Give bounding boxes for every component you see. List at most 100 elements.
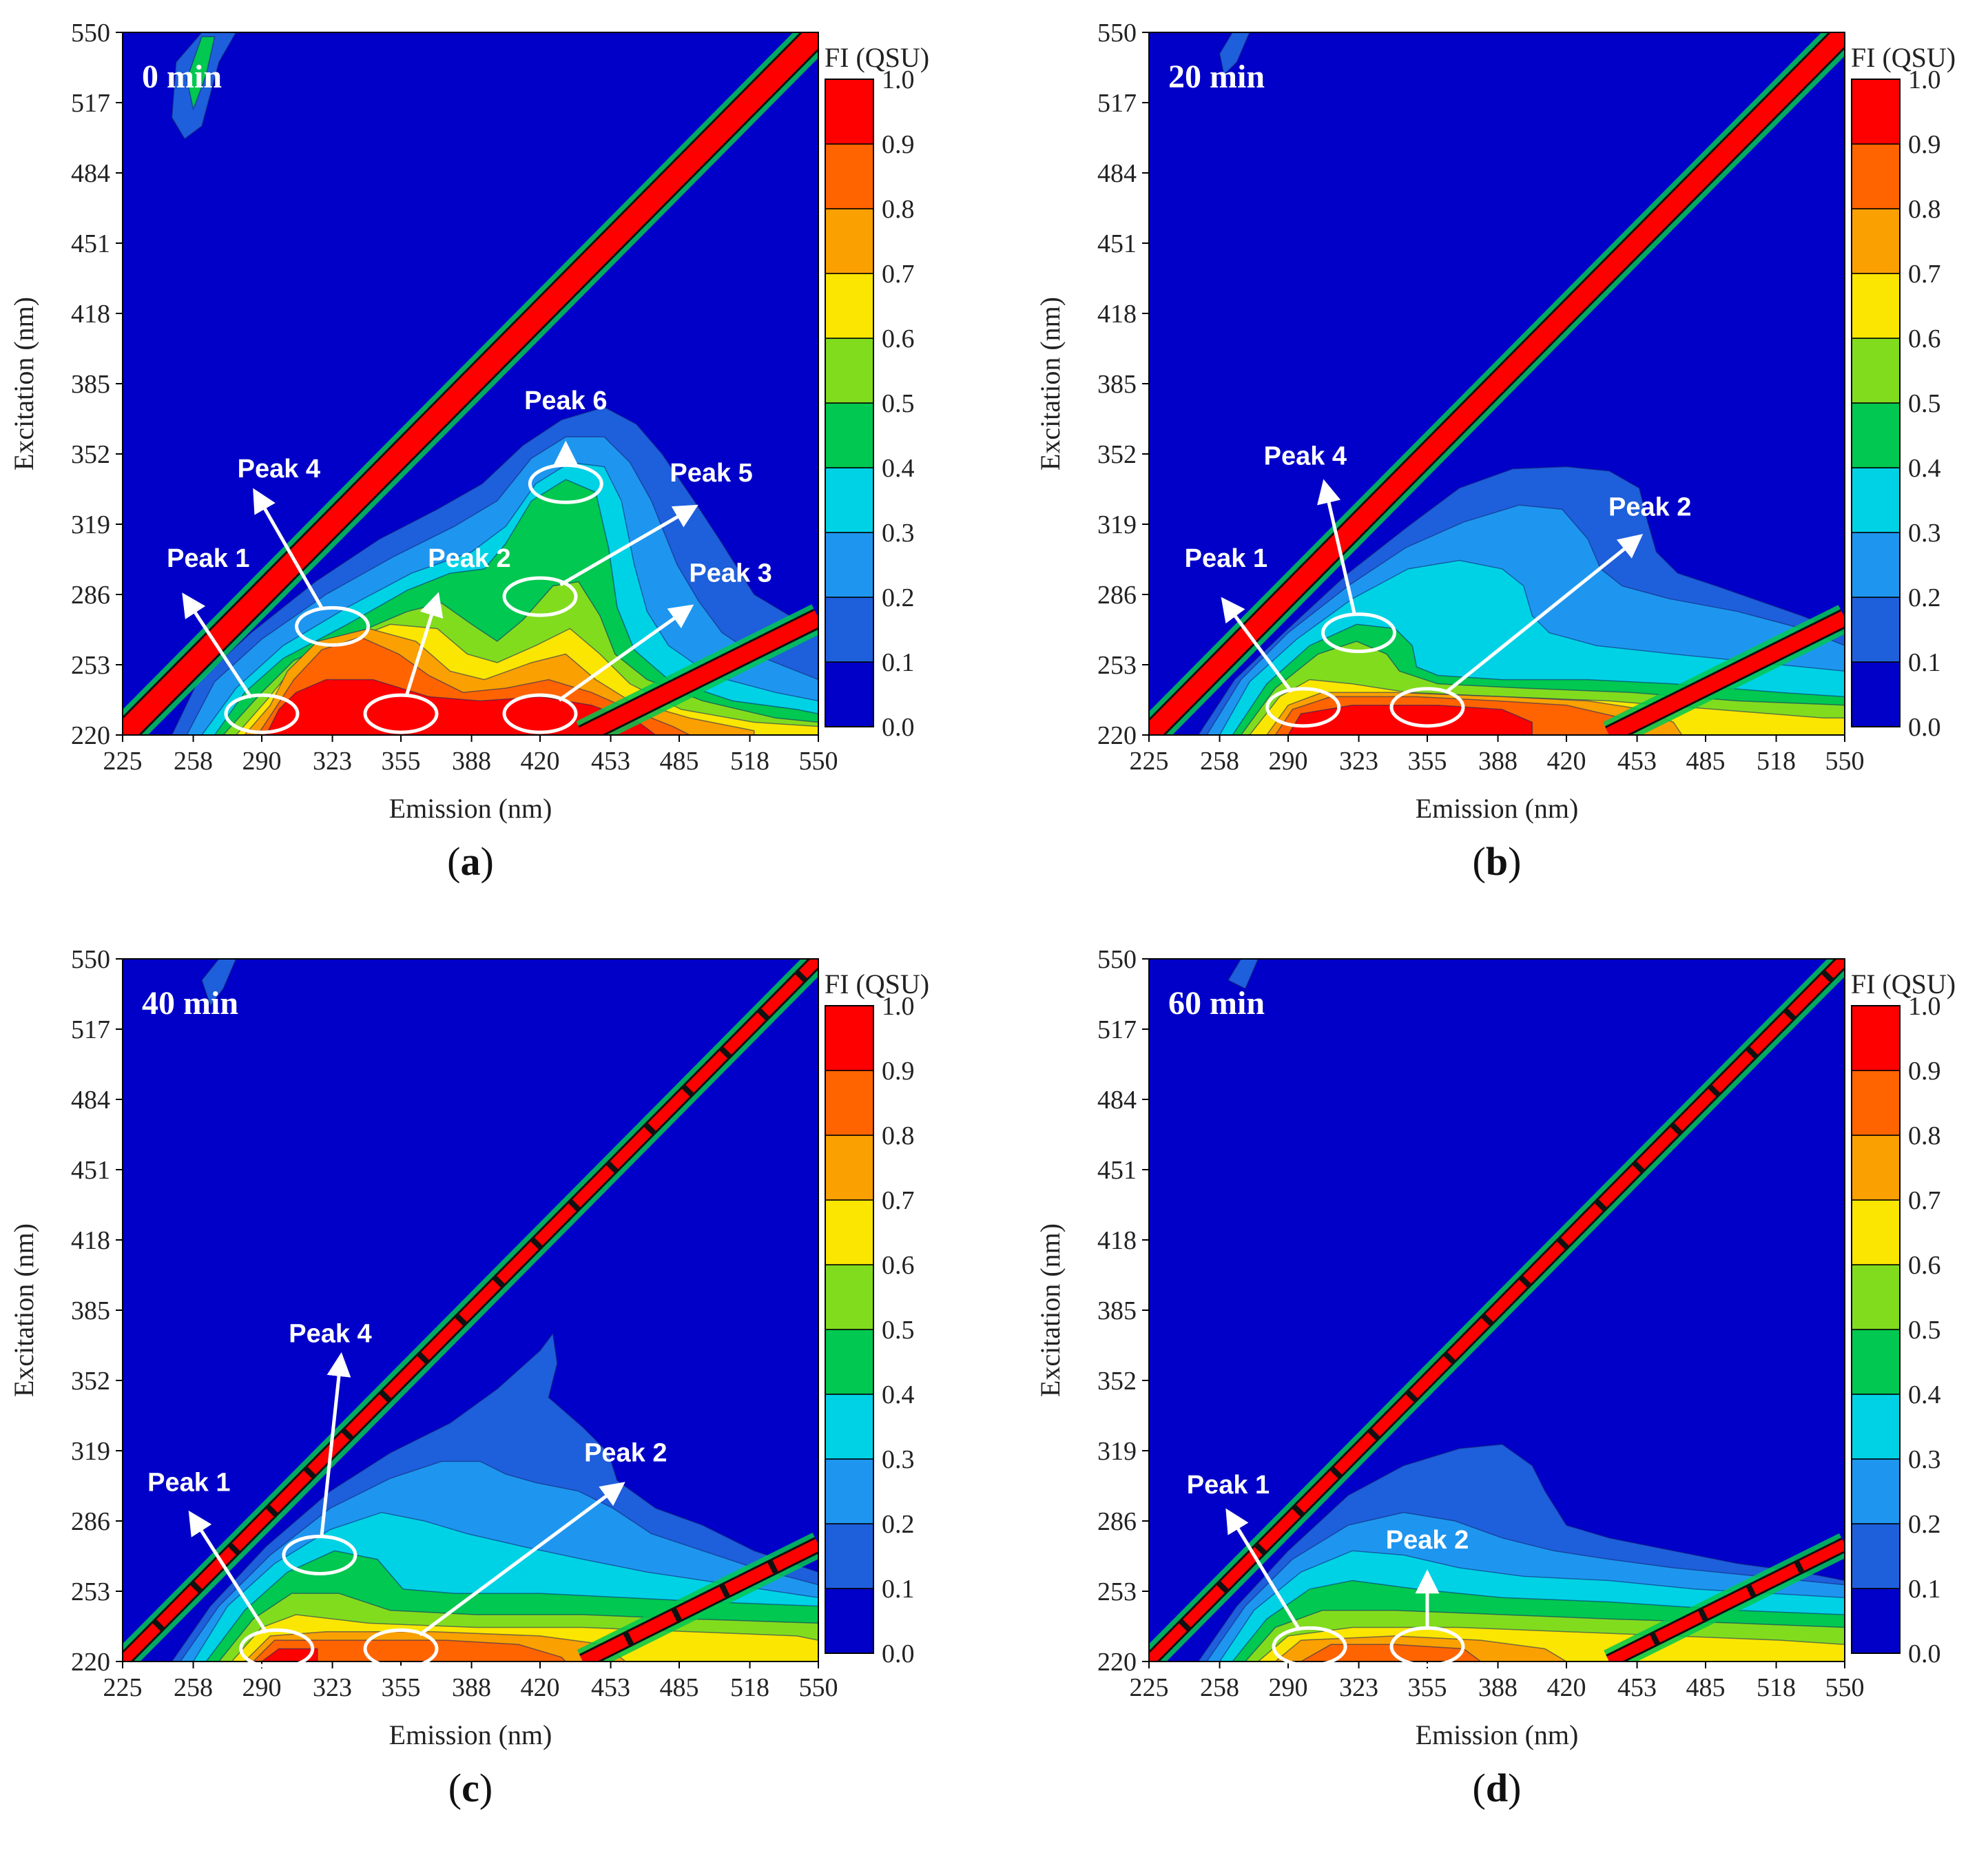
y-tick-label: 418 — [1097, 300, 1137, 329]
panel-caption: (b) — [1473, 839, 1522, 884]
x-tick-label: 518 — [730, 747, 769, 776]
x-tick-label: 323 — [313, 1673, 352, 1702]
plot-area-c — [123, 959, 818, 1662]
y-tick-label: 451 — [1097, 1156, 1137, 1185]
y-axis-label: Excitation (nm) — [1035, 297, 1066, 470]
colorbar-bin — [1852, 1265, 1900, 1329]
colorbar-bin — [825, 1200, 873, 1265]
colorbar-tick-label: 0.9 — [1908, 130, 1941, 159]
x-tick-label: 550 — [1825, 1673, 1865, 1702]
y-tick-label: 286 — [71, 581, 110, 610]
peak-label: Peak 1 — [1185, 544, 1267, 573]
peak-label: Peak 5 — [670, 459, 752, 488]
y-tick-label: 385 — [71, 1296, 110, 1325]
contour-region — [1288, 705, 1532, 735]
peak-label: Peak 4 — [1264, 442, 1347, 470]
x-axis-label: Emission (nm) — [389, 1719, 552, 1750]
peak-label: Peak 4 — [238, 455, 320, 484]
colorbar-tick-label: 0.8 — [1908, 1121, 1941, 1150]
y-tick-label: 319 — [1097, 510, 1137, 539]
colorbar-tick-label: 0.8 — [882, 1121, 915, 1150]
y-tick-label: 286 — [71, 1507, 110, 1536]
x-tick-label: 355 — [382, 1673, 421, 1702]
y-tick-label: 418 — [71, 300, 110, 329]
colorbar-tick-label: 0.3 — [882, 519, 915, 548]
peak-label: Peak 3 — [689, 559, 772, 588]
colorbar-bin — [1852, 532, 1900, 597]
colorbar-bin — [1852, 468, 1900, 532]
peak-label: Peak 1 — [1187, 1471, 1270, 1500]
plot-area-a — [123, 32, 818, 735]
y-tick-label: 385 — [1097, 1296, 1137, 1325]
colorbar-bin — [825, 1524, 873, 1588]
y-tick-label: 517 — [1097, 89, 1137, 118]
colorbar-bin — [825, 1394, 873, 1459]
colorbar-bin — [825, 1265, 873, 1329]
colorbar-bin — [1852, 1329, 1900, 1394]
colorbar-tick-label: 0.2 — [882, 1510, 915, 1539]
x-axis-label: Emission (nm) — [1416, 793, 1579, 824]
colorbar-tick-label: 0.9 — [1908, 1057, 1941, 1086]
y-tick-label: 253 — [1097, 651, 1137, 680]
colorbar-bin — [1852, 1459, 1900, 1524]
x-axis-label: Emission (nm) — [1416, 1719, 1579, 1750]
y-tick-label: 418 — [1097, 1226, 1137, 1255]
colorbar-tick-label: 0.7 — [882, 1186, 915, 1215]
x-tick-label: 453 — [1617, 1673, 1657, 1702]
y-tick-label: 550 — [1097, 945, 1137, 974]
y-tick-label: 385 — [1097, 370, 1137, 399]
y-tick-label: 451 — [1097, 229, 1137, 258]
colorbar-bin — [825, 79, 873, 144]
y-tick-label: 286 — [1097, 581, 1137, 610]
colorbar-bin — [1852, 209, 1900, 273]
x-tick-label: 225 — [1130, 747, 1169, 776]
colorbar-tick-label: 0.6 — [1908, 324, 1941, 353]
colorbar-bin — [825, 1588, 873, 1653]
x-tick-label: 420 — [1547, 747, 1586, 776]
colorbar-tick-label: 0.2 — [882, 583, 915, 612]
panel-caption: (a) — [447, 839, 494, 884]
x-tick-label: 420 — [1547, 1673, 1586, 1702]
colorbar-tick-label: 0.1 — [882, 648, 915, 677]
y-tick-label: 253 — [71, 1577, 110, 1606]
x-tick-label: 485 — [660, 747, 699, 776]
colorbar-bin — [825, 468, 873, 532]
colorbar-bin — [1852, 273, 1900, 338]
colorbar-label: FI (QSU) — [1851, 42, 1956, 73]
colorbar-tick-label: 0.5 — [1908, 1316, 1941, 1345]
time-label: 40 min — [142, 985, 238, 1022]
colorbar-bin — [825, 532, 873, 597]
colorbar-bin — [1852, 1135, 1900, 1200]
x-tick-label: 225 — [103, 747, 143, 776]
x-tick-label: 290 — [242, 1673, 282, 1702]
x-tick-label: 518 — [1757, 1673, 1796, 1702]
x-tick-label: 485 — [1686, 1673, 1726, 1702]
y-tick-label: 385 — [71, 370, 110, 399]
y-tick-label: 352 — [1097, 440, 1137, 469]
x-tick-label: 323 — [1339, 747, 1378, 776]
colorbar-bin — [825, 1006, 873, 1070]
x-axis-label: Emission (nm) — [389, 793, 552, 824]
x-tick-label: 258 — [174, 1673, 213, 1702]
x-tick-label: 453 — [1617, 747, 1657, 776]
colorbar-bin — [1852, 1070, 1900, 1135]
colorbar-label: FI (QSU) — [1851, 969, 1956, 1000]
colorbar-bin — [825, 144, 873, 209]
x-tick-label: 420 — [521, 747, 560, 776]
y-tick-label: 484 — [71, 1086, 110, 1115]
x-tick-label: 485 — [1686, 747, 1726, 776]
peak-label: Peak 2 — [584, 1438, 667, 1467]
colorbar-bin — [825, 403, 873, 468]
colorbar-tick-label: 0.1 — [1908, 648, 1941, 677]
x-tick-label: 485 — [660, 1673, 699, 1702]
x-tick-label: 323 — [1339, 1673, 1378, 1702]
colorbar-tick-label: 0.0 — [882, 1639, 915, 1668]
colorbar-tick-label: 0.7 — [882, 260, 915, 289]
colorbar-bin — [1852, 144, 1900, 209]
colorbar-bin — [1852, 79, 1900, 144]
y-tick-label: 550 — [1097, 19, 1137, 48]
x-tick-label: 355 — [1408, 1673, 1447, 1702]
colorbar-bin — [1852, 1588, 1900, 1653]
